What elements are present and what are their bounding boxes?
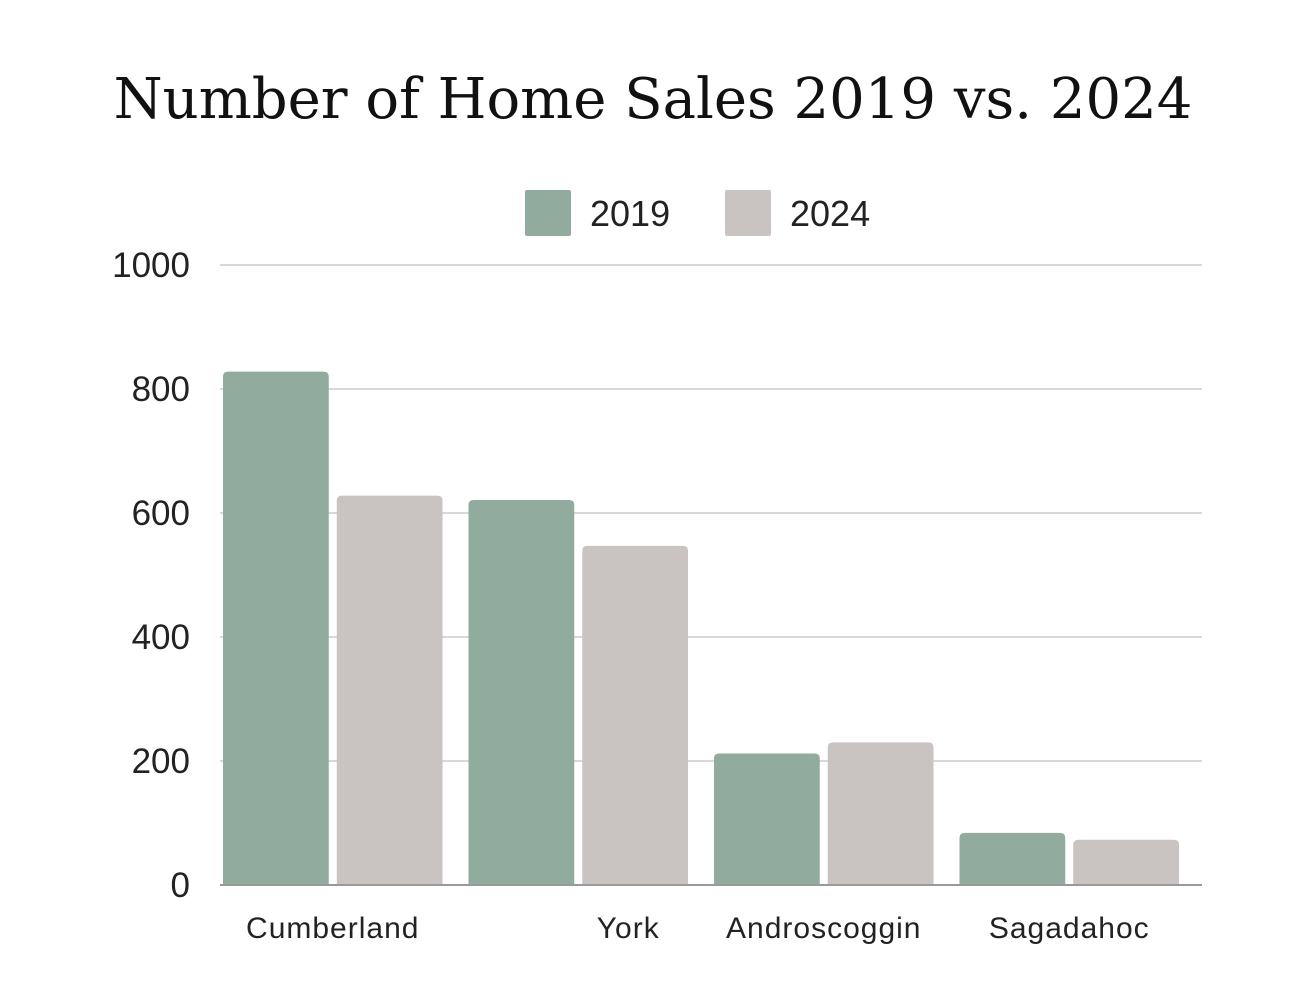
x-tick-label-york: York — [597, 912, 660, 945]
y-axis-ticks: 0 200 400 600 800 1000 — [112, 246, 190, 905]
legend-label-2019: 2019 — [590, 193, 670, 234]
x-tick-label-sagadahoc: Sagadahoc — [989, 912, 1150, 945]
bar-cumberland-2024 — [336, 495, 443, 885]
bar-sagadahoc-2024 — [1073, 839, 1179, 885]
y-tick-label: 200 — [132, 742, 190, 781]
x-tick-label-cumberland: Cumberland — [246, 912, 419, 945]
x-tick-label-androscoggin: Androscoggin — [726, 912, 921, 945]
y-tick-label: 800 — [132, 370, 190, 409]
bar-androscoggin-2024 — [827, 742, 934, 885]
chart-title: Number of Home Sales 2019 vs. 2024 — [114, 67, 1193, 132]
y-tick-label: 1000 — [112, 246, 190, 285]
y-tick-label: 400 — [132, 618, 190, 657]
bar-sagadahoc-2019 — [959, 832, 1066, 885]
x-axis-labels: Cumberland York Androscoggin Sagadahoc — [246, 912, 1150, 945]
y-tick-label: 600 — [132, 494, 190, 533]
legend-swatch-2024 — [725, 190, 771, 236]
y-tick-label: 0 — [171, 866, 190, 905]
bar-androscoggin-2019 — [714, 753, 820, 885]
bars — [223, 371, 1179, 885]
bar-cumberland-2019 — [223, 371, 329, 885]
legend: 2019 2024 — [525, 190, 870, 236]
legend-swatch-2019 — [525, 190, 571, 236]
bar-york-2024 — [582, 545, 688, 885]
bar-york-2019 — [468, 499, 575, 885]
legend-label-2024: 2024 — [790, 193, 870, 234]
